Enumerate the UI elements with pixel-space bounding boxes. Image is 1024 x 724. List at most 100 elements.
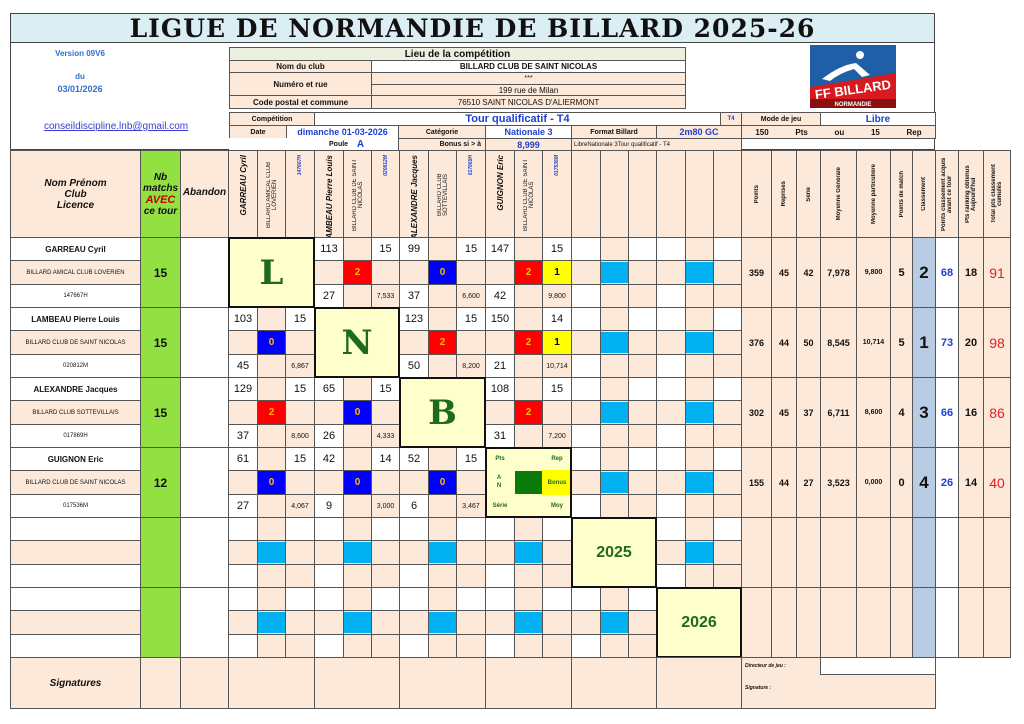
signature-cell[interactable] <box>571 657 657 709</box>
match-serie[interactable] <box>485 634 515 658</box>
match-reprises[interactable] <box>456 517 486 541</box>
signature-cell[interactable] <box>656 657 742 709</box>
match-points[interactable] <box>399 587 429 611</box>
match-points[interactable]: 65 <box>314 377 344 401</box>
match-serie[interactable] <box>228 564 258 588</box>
match-reprises[interactable]: 14 <box>542 307 572 331</box>
match-points[interactable]: 99 <box>399 237 429 261</box>
match-points[interactable]: 123 <box>399 307 429 331</box>
player-abandon[interactable] <box>180 237 229 308</box>
match-reprises[interactable] <box>628 307 657 331</box>
match-serie[interactable] <box>571 424 601 448</box>
match-reprises[interactable] <box>371 517 400 541</box>
director-input[interactable] <box>820 657 936 675</box>
match-serie[interactable] <box>571 354 601 378</box>
signature-cell[interactable] <box>485 657 572 709</box>
match-reprises[interactable]: 15 <box>456 447 486 471</box>
match-serie[interactable]: 26 <box>314 424 344 448</box>
match-reprises[interactable]: 15 <box>456 237 486 261</box>
match-reprises[interactable]: 15 <box>542 237 572 261</box>
match-serie[interactable] <box>656 424 686 448</box>
match-serie[interactable] <box>228 634 258 658</box>
match-serie[interactable] <box>314 634 344 658</box>
match-serie[interactable] <box>399 564 429 588</box>
player-abandon[interactable] <box>180 587 229 658</box>
match-points[interactable] <box>656 307 686 331</box>
match-serie[interactable] <box>571 284 601 308</box>
player-abandon[interactable] <box>180 307 229 378</box>
match-points[interactable]: 103 <box>228 307 258 331</box>
match-reprises[interactable] <box>713 307 742 331</box>
match-reprises[interactable] <box>542 587 572 611</box>
match-serie[interactable] <box>656 284 686 308</box>
match-reprises[interactable] <box>285 517 315 541</box>
match-points[interactable] <box>228 517 258 541</box>
match-serie[interactable] <box>656 494 686 518</box>
match-reprises[interactable] <box>371 587 400 611</box>
match-serie[interactable]: 45 <box>228 354 258 378</box>
match-serie[interactable]: 6 <box>399 494 429 518</box>
match-points[interactable] <box>571 237 601 261</box>
match-serie[interactable] <box>571 494 601 518</box>
match-points[interactable] <box>399 517 429 541</box>
match-serie[interactable]: 27 <box>314 284 344 308</box>
match-points[interactable] <box>571 447 601 471</box>
signature-cell[interactable] <box>228 657 315 709</box>
match-reprises[interactable] <box>713 377 742 401</box>
match-points[interactable]: 129 <box>228 377 258 401</box>
match-serie[interactable]: 27 <box>228 494 258 518</box>
match-serie[interactable]: 21 <box>485 354 515 378</box>
match-serie[interactable] <box>485 564 515 588</box>
match-reprises[interactable] <box>713 237 742 261</box>
match-reprises[interactable] <box>628 377 657 401</box>
match-points[interactable]: 113 <box>314 237 344 261</box>
match-reprises[interactable]: 15 <box>456 307 486 331</box>
match-points[interactable]: 42 <box>314 447 344 471</box>
match-points[interactable] <box>485 587 515 611</box>
match-points[interactable] <box>656 377 686 401</box>
match-serie[interactable] <box>399 634 429 658</box>
match-reprises[interactable] <box>285 587 315 611</box>
match-reprises[interactable]: 14 <box>371 447 400 471</box>
match-serie[interactable]: 37 <box>399 284 429 308</box>
match-points[interactable] <box>571 587 601 611</box>
email-link[interactable]: conseildiscipline.lnb@gmail.com <box>44 121 189 132</box>
player-abandon[interactable] <box>180 447 229 518</box>
match-reprises[interactable] <box>628 587 657 611</box>
match-points[interactable]: 52 <box>399 447 429 471</box>
match-reprises[interactable] <box>713 447 742 471</box>
player-abandon[interactable] <box>180 377 229 448</box>
match-reprises[interactable]: 15 <box>285 377 315 401</box>
match-points[interactable] <box>314 517 344 541</box>
match-points[interactable] <box>314 587 344 611</box>
match-points[interactable] <box>571 377 601 401</box>
match-serie[interactable] <box>656 354 686 378</box>
match-serie[interactable]: 42 <box>485 284 515 308</box>
match-reprises[interactable]: 15 <box>285 447 315 471</box>
match-points[interactable] <box>571 307 601 331</box>
player-abandon[interactable] <box>180 517 229 588</box>
signature-cell[interactable] <box>399 657 486 709</box>
match-points[interactable] <box>485 517 515 541</box>
match-reprises[interactable] <box>542 517 572 541</box>
match-points[interactable] <box>656 517 686 541</box>
match-serie[interactable] <box>656 564 686 588</box>
match-points[interactable]: 108 <box>485 377 515 401</box>
match-serie[interactable] <box>314 564 344 588</box>
match-serie[interactable]: 50 <box>399 354 429 378</box>
match-points[interactable] <box>656 447 686 471</box>
match-reprises[interactable]: 15 <box>542 377 572 401</box>
match-points[interactable] <box>656 237 686 261</box>
match-points[interactable]: 150 <box>485 307 515 331</box>
match-points[interactable]: 61 <box>228 447 258 471</box>
match-points[interactable] <box>228 587 258 611</box>
match-serie[interactable]: 31 <box>485 424 515 448</box>
match-reprises[interactable] <box>628 237 657 261</box>
match-reprises[interactable]: 15 <box>285 307 315 331</box>
match-serie[interactable]: 37 <box>228 424 258 448</box>
match-reprises[interactable] <box>713 517 742 541</box>
match-points[interactable]: 147 <box>485 237 515 261</box>
match-reprises[interactable] <box>628 447 657 471</box>
match-reprises[interactable]: 15 <box>371 237 400 261</box>
signature-cell[interactable] <box>314 657 400 709</box>
